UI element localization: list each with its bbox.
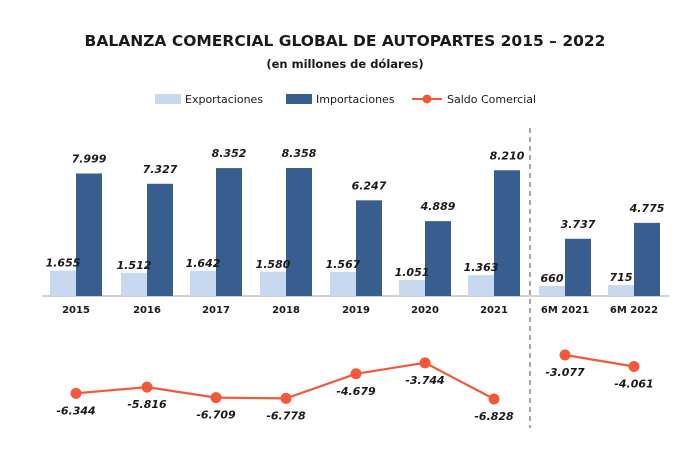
bar-importaciones-2019 [356,200,382,296]
bar-exportaciones-2017 [190,270,216,296]
label-importaciones-2021: 8.210 [490,149,525,162]
bar-exportaciones-2021 [468,275,494,296]
bar-exportaciones-2020 [399,279,425,296]
category-label-6m-2022: 6M 2022 [610,305,658,316]
legend: Exportaciones Importaciones Saldo Comerc… [155,93,536,106]
label-saldo-6m-2022: -4.061 [614,378,653,391]
category-label-2017: 2017 [202,305,230,316]
saldo-line-segment-2 [564,353,635,368]
chart-title: BALANZA COMERCIAL GLOBAL DE AUTOPARTES 2… [85,32,606,50]
bar-importaciones-6m-2021 [565,238,591,296]
category-label-6m-2021: 6M 2021 [541,305,589,316]
category-label-2018: 2018 [272,305,300,316]
label-saldo-2020: -3.744 [405,374,444,387]
point-saldo-6m-2022 [628,361,640,373]
label-saldo-2018: -6.778 [266,409,306,422]
label-saldo-2016: -5.816 [127,398,167,411]
legend-label-importaciones: Importaciones [316,93,395,106]
category-label-2021: 2021 [480,305,508,316]
label-importaciones-2017: 8.352 [212,147,247,160]
chart-subtitle: (en millones de dólares) [266,57,423,71]
bar-exportaciones-2019 [330,272,356,296]
bar-exportaciones-2015 [50,270,76,296]
label-exportaciones-2015: 1.655 [46,257,81,270]
label-saldo-6m-2021: -3.077 [545,366,585,379]
plot-area: 1.655 7.999 2015 1.512 7.327 2016 1.642 8.352 20… [42,128,669,428]
label-exportaciones-2021: 1.363 [464,261,499,274]
point-saldo-2016 [141,381,153,393]
point-saldo-2015 [70,387,82,399]
bar-importaciones-2016 [147,183,173,296]
label-saldo-2017: -6.709 [196,409,236,422]
category-label-2019: 2019 [342,305,370,316]
bar-importaciones-2018 [286,168,312,296]
label-importaciones-6m-2022: 4.775 [629,202,665,215]
bar-importaciones-2021 [494,170,520,296]
label-saldo-2015: -6.344 [56,404,95,417]
label-importaciones-2019: 6.247 [352,179,387,192]
point-saldo-2019 [350,368,362,380]
legend-swatch-exportaciones [155,94,181,104]
bar-exportaciones-6m-2022 [608,285,634,296]
bar-importaciones-2015 [76,173,102,296]
legend-label-exportaciones: Exportaciones [185,93,263,106]
legend-swatch-importaciones [286,94,312,104]
label-saldo-2021: -6.828 [474,410,514,423]
bar-exportaciones-6m-2021 [539,285,565,296]
bar-importaciones-2017 [216,168,242,296]
bar-importaciones-2020 [425,221,451,296]
point-saldo-2021 [488,393,500,405]
bar-exportaciones-2016 [121,272,147,296]
bar-importaciones-6m-2022 [634,222,660,296]
category-label-2016: 2016 [133,305,161,316]
label-exportaciones-2020: 1.051 [395,266,430,279]
bar-exportaciones-2018 [260,271,286,296]
label-importaciones-2015: 7.999 [72,152,107,165]
point-saldo-2017 [210,392,222,404]
label-importaciones-2018: 8.358 [282,147,317,160]
category-label-2020: 2020 [411,305,439,316]
point-saldo-2018 [280,392,292,404]
label-importaciones-2016: 7.327 [143,163,178,176]
category-label-2015: 2015 [62,305,90,316]
point-saldo-2020 [419,357,431,369]
legend-label-saldo-comercial: Saldo Comercial [447,93,536,106]
label-exportaciones-2019: 1.567 [326,258,361,271]
label-saldo-2019: -4.679 [336,385,376,398]
label-exportaciones-2018: 1.580 [256,258,291,271]
label-exportaciones-2016: 1.512 [117,259,152,272]
label-exportaciones-2017: 1.642 [186,257,221,270]
point-saldo-6m-2021 [559,349,571,361]
label-exportaciones-6m-2022: 715 [610,271,633,284]
label-importaciones-2020: 4.889 [420,200,456,213]
label-importaciones-6m-2021: 3.737 [561,218,596,231]
label-exportaciones-6m-2021: 660 [541,272,564,285]
legend-swatch-saldo-marker [422,94,432,104]
